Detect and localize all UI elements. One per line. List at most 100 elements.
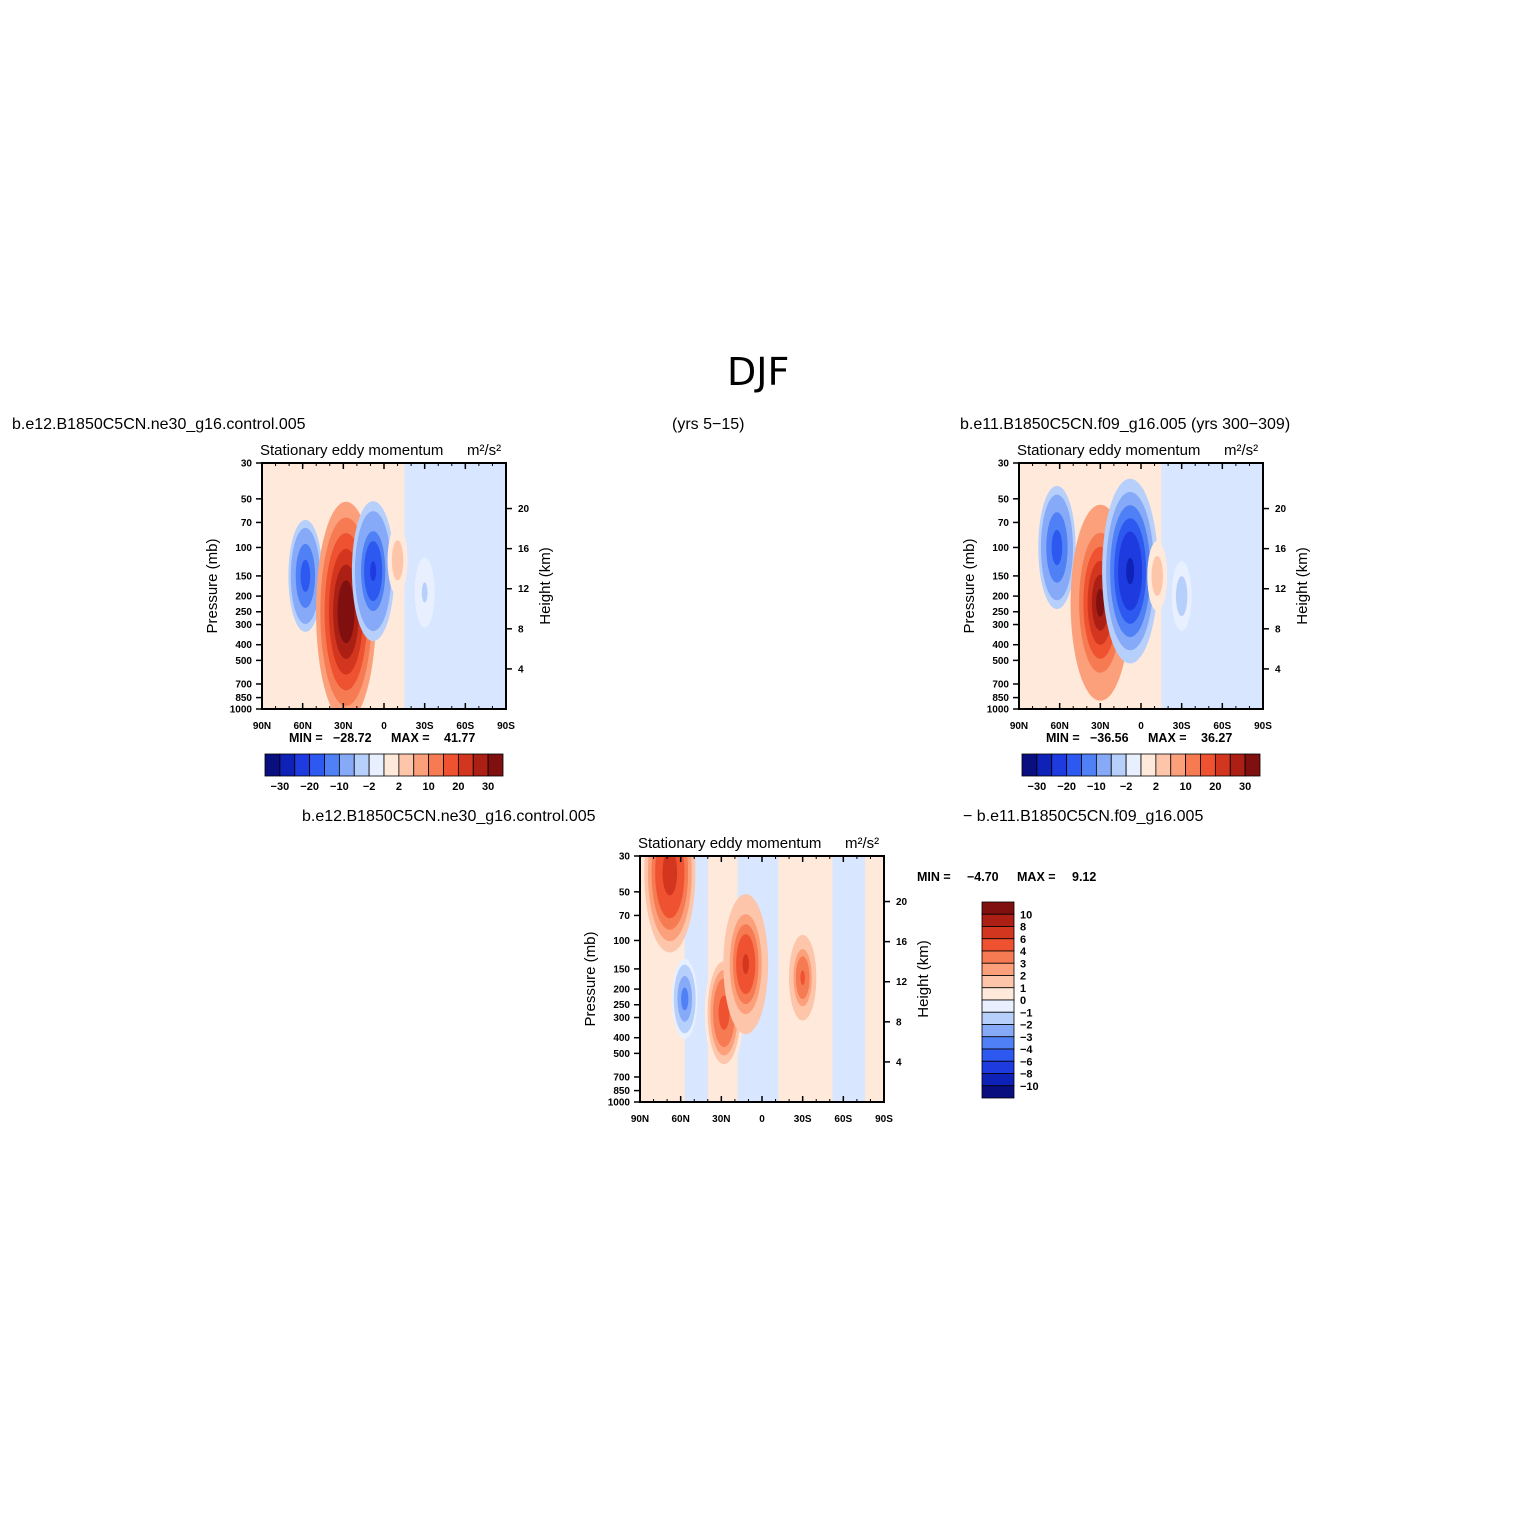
difference-min-value: −4.70 — [967, 870, 999, 884]
difference-ylabel-right: Height (km) — [915, 940, 932, 1018]
case-1-title: Stationary eddy momentum — [260, 442, 443, 459]
difference-colorbar-label: 6 — [1020, 934, 1026, 946]
case-1-colorbar-label: −30 — [271, 781, 290, 793]
difference-colorbar-label: −3 — [1020, 1032, 1033, 1044]
case-2-xtick-label: 60S — [1213, 721, 1231, 732]
difference-height-tick-label: 12 — [896, 977, 908, 988]
case-2-ytick-label: 1000 — [987, 705, 1010, 716]
difference-colorbar-box — [981, 1036, 1015, 1050]
case-2-feature-1-level-6 — [1096, 588, 1105, 617]
case-1-feature-1-level-6 — [341, 596, 351, 628]
case-1-ytick-label: 400 — [235, 640, 252, 651]
case-2-xtick-label: 0 — [1138, 721, 1144, 732]
case-2-colorbar-label: 30 — [1239, 781, 1251, 793]
difference-colorbar-box — [981, 1073, 1015, 1087]
case-2-height-tick-label: 8 — [1275, 624, 1281, 635]
case-2-height-tick-label: 20 — [1275, 504, 1287, 515]
case-1-colorbar-label: 30 — [482, 781, 494, 793]
difference-title: Stationary eddy momentum — [638, 835, 821, 852]
case-1-label: b.e12.B1850C5CN.ne30_g16.control.005 — [12, 416, 306, 433]
case-2-ytick-label: 850 — [992, 693, 1009, 704]
case-1-xtick-label: 30N — [334, 721, 352, 732]
difference-ytick-label: 300 — [613, 1013, 630, 1024]
difference-colorbar-label: 2 — [1020, 971, 1026, 983]
difference-height-tick-label: 16 — [896, 937, 908, 948]
case-2-feature-3-level-6 — [1155, 570, 1159, 581]
difference-colorbar-box — [981, 901, 1015, 915]
case-1-height-tick-label: 4 — [518, 664, 524, 675]
case-1-xtick-label: 30S — [416, 721, 434, 732]
difference-colorbar-label: 3 — [1020, 958, 1026, 970]
case-2-xtick-label: 30N — [1091, 721, 1109, 732]
case-2-ytick-label: 150 — [992, 571, 1009, 582]
difference-feature-1-level-6 — [682, 993, 687, 1005]
case-1-ytick-label: 30 — [241, 459, 253, 470]
case-2-ytick-label: 700 — [992, 679, 1009, 690]
difference-colorbar-label: −6 — [1020, 1056, 1033, 1068]
difference-colorbar-label: −8 — [1020, 1069, 1033, 1081]
difference-colorbar-box — [981, 913, 1015, 927]
difference-units: m²/s² — [845, 835, 879, 852]
case-1-ytick-label: 150 — [235, 571, 252, 582]
difference-colorbar-box — [981, 1048, 1015, 1062]
case-1-colorbar-label: −2 — [363, 781, 376, 793]
case-2-colorbar-label: 10 — [1180, 781, 1192, 793]
case-1-feature-3-level-6 — [396, 555, 399, 566]
difference-negative-band — [832, 856, 866, 1102]
case-1-ytick-label: 500 — [235, 656, 252, 667]
difference-feature-3-level-6 — [742, 954, 749, 975]
figure-title: DJF — [727, 350, 790, 394]
case-1-ytick-label: 250 — [235, 607, 252, 618]
difference-feature-4-level-6 — [800, 970, 805, 985]
case-1-xtick-label: 60S — [456, 721, 474, 732]
difference-xtick-label: 90N — [631, 1114, 649, 1125]
case-2-ytick-label: 400 — [992, 640, 1009, 651]
case-2-units: m²/s² — [1224, 442, 1258, 459]
difference-ytick-label: 1000 — [608, 1098, 631, 1109]
case-2-max-label: MAX = — [1148, 731, 1187, 745]
case-2-ytick-label: 30 — [998, 459, 1010, 470]
case-1-height-tick-label: 12 — [518, 584, 530, 595]
difference-xtick-label: 60N — [671, 1114, 689, 1125]
difference-xtick-label: 30S — [794, 1114, 812, 1125]
case-2-max-value: 36.27 — [1201, 731, 1232, 745]
case-1-feature-4-level-6 — [423, 587, 427, 598]
case-2-colorbar-label: −2 — [1120, 781, 1133, 793]
case-1-ytick-label: 100 — [235, 543, 252, 554]
case-1-max-label: MAX = — [391, 731, 430, 745]
case-2-title: Stationary eddy momentum — [1017, 442, 1200, 459]
diff-right-label: − b.e11.B1850C5CN.f09_g16.005 — [963, 808, 1204, 825]
case-2-colorbar-label: 2 — [1153, 781, 1159, 793]
difference-colorbar-label: 4 — [1020, 946, 1027, 958]
case-2-colorbar-label: −10 — [1087, 781, 1106, 793]
difference-colorbar-label: −2 — [1020, 1020, 1033, 1032]
case-2-colorbar-label: 20 — [1209, 781, 1221, 793]
difference-colorbar-box — [981, 1024, 1015, 1038]
difference-colorbar-box — [981, 999, 1015, 1013]
case-2-ytick-label: 250 — [992, 607, 1009, 618]
case-1-ytick-label: 700 — [235, 679, 252, 690]
case-1-ytick-label: 200 — [235, 592, 252, 603]
difference-colorbar-box — [981, 938, 1015, 952]
case-2-xtick-label: 90N — [1010, 721, 1028, 732]
difference-ytick-label: 30 — [619, 852, 631, 863]
difference-colorbar-box — [981, 1085, 1015, 1099]
case-2-contour-field — [1019, 463, 1263, 709]
case-1-xtick-label: 90S — [497, 721, 515, 732]
case-1-years: (yrs 5−15) — [672, 416, 745, 433]
difference-colorbar-label: 8 — [1020, 922, 1026, 934]
case-1-units: m²/s² — [467, 442, 501, 459]
case-2-colorbar-box — [1244, 753, 1261, 777]
difference-colorbar-label: 0 — [1020, 995, 1026, 1007]
case-1-ytick-label: 70 — [241, 518, 253, 529]
case-2-xtick-label: 90S — [1254, 721, 1272, 732]
case-2-feature-4-level-6 — [1180, 591, 1184, 602]
difference-min-label: MIN = — [917, 870, 951, 884]
case-2-feature-2-level-6 — [1126, 557, 1135, 585]
difference-xtick-label: 0 — [759, 1114, 765, 1125]
difference-max-value: 9.12 — [1072, 870, 1096, 884]
difference-ytick-label: 250 — [613, 1000, 630, 1011]
